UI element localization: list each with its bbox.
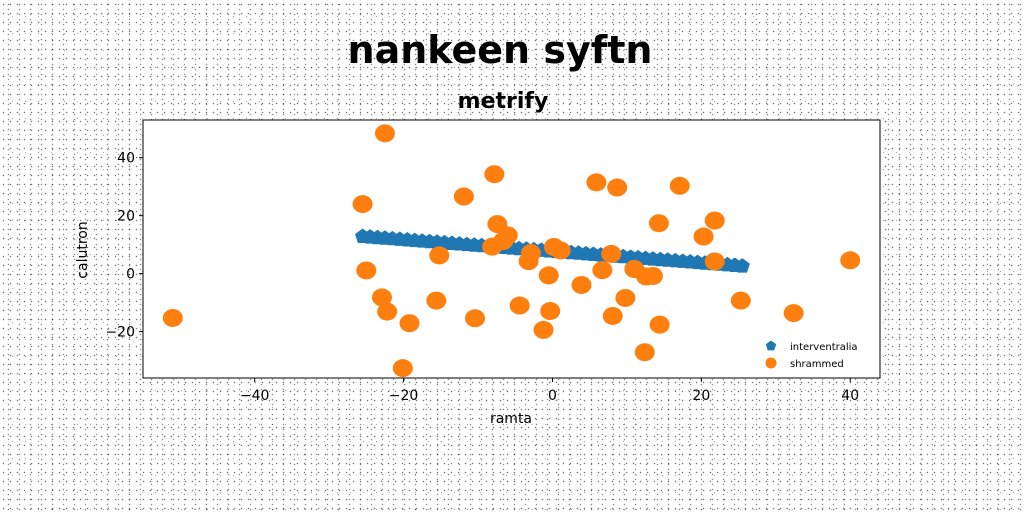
y-tick-label: 40 — [117, 151, 135, 167]
data-point — [607, 178, 628, 197]
x-axis-label: ramta — [490, 411, 532, 427]
data-point — [704, 252, 725, 271]
data-point — [693, 227, 714, 246]
data-point — [648, 214, 669, 233]
x-tick-label: 0 — [548, 388, 557, 404]
data-point — [509, 296, 530, 315]
data-point — [399, 314, 420, 333]
data-point — [533, 320, 554, 339]
data-point — [601, 244, 622, 263]
legend-marker — [765, 357, 777, 369]
data-point — [783, 304, 804, 323]
data-point — [704, 211, 725, 230]
plot-series — [162, 124, 861, 378]
x-tick-label: −40 — [240, 388, 270, 404]
data-point — [426, 291, 447, 310]
data-point — [538, 266, 559, 285]
data-point — [465, 309, 486, 328]
x-axis: −40 −20 0 20 40 — [240, 378, 859, 404]
chart-title: nankeen syftn — [348, 28, 653, 72]
data-point — [734, 258, 750, 273]
data-point — [429, 246, 450, 265]
legend-label: shrammed — [790, 359, 844, 370]
data-point — [571, 275, 592, 294]
data-point — [669, 176, 690, 195]
data-point — [484, 165, 505, 184]
legend-label: interventralia — [790, 342, 858, 353]
series-interventralia — [355, 228, 750, 273]
y-axis: −20 0 20 40 — [105, 151, 143, 341]
data-point — [518, 252, 539, 271]
y-tick-label: −20 — [105, 325, 135, 341]
data-point — [482, 237, 503, 256]
data-point — [374, 124, 395, 143]
data-point — [730, 291, 751, 310]
chart-subtitle: metrify — [458, 89, 549, 114]
y-tick-label: 20 — [117, 209, 135, 225]
data-point — [592, 261, 613, 280]
x-tick-label: −20 — [389, 388, 419, 404]
data-point — [540, 302, 561, 321]
data-point — [162, 308, 183, 327]
y-tick-label: 0 — [126, 267, 135, 283]
data-point — [371, 288, 392, 307]
data-point — [453, 187, 474, 206]
data-point — [615, 288, 636, 307]
data-point — [586, 173, 607, 192]
x-tick-label: 20 — [692, 388, 710, 404]
data-point — [634, 343, 655, 362]
data-point — [636, 267, 657, 286]
data-point — [840, 251, 861, 270]
data-point — [352, 195, 373, 214]
data-point — [550, 241, 571, 260]
y-axis-label: calutron — [75, 221, 91, 278]
legend: interventralia shrammed — [765, 340, 858, 370]
data-point — [377, 302, 398, 321]
data-point — [392, 359, 413, 378]
legend-marker — [765, 340, 777, 351]
x-tick-label: 40 — [841, 388, 859, 404]
series-shrammed — [162, 124, 861, 378]
data-point — [602, 306, 623, 325]
data-point — [649, 315, 670, 334]
data-point — [356, 261, 377, 280]
